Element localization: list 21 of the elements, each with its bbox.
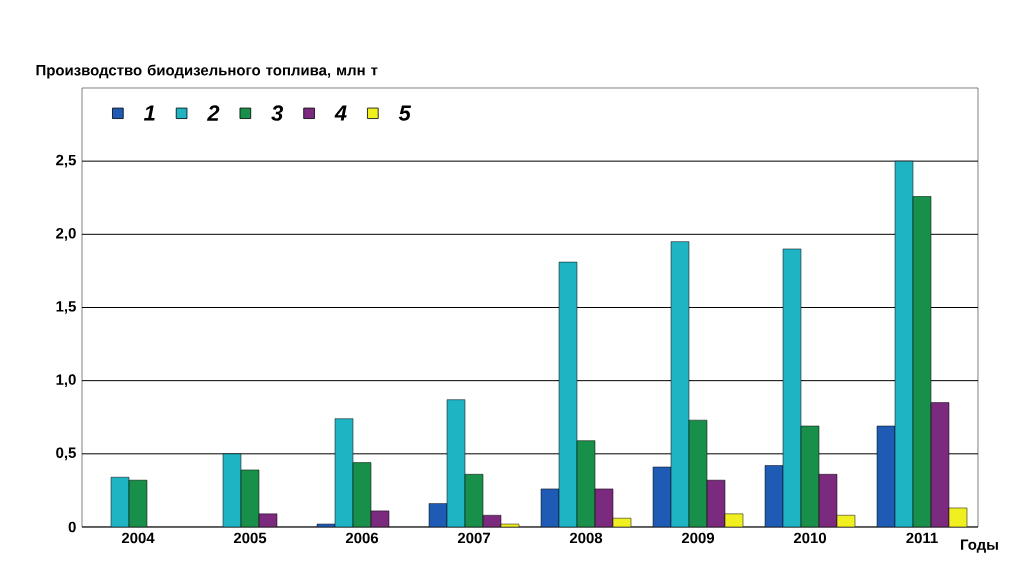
y-tick-label: 1,5 xyxy=(56,301,76,314)
y-tick-label: 2,5 xyxy=(56,154,76,168)
x-tick-label: 2005 xyxy=(233,532,267,544)
legend-label: 5 xyxy=(398,105,412,121)
y-tick-label: 2,0 xyxy=(56,227,76,241)
x-tick-label: 2011 xyxy=(906,532,938,544)
x-tick-label: 2004 xyxy=(121,532,155,544)
x-tick-label: 2010 xyxy=(793,532,826,544)
y-tick-label: 1,0 xyxy=(56,374,76,388)
x-tick-label: 2007 xyxy=(457,532,490,544)
legend-label: 3 xyxy=(271,105,284,121)
y-tick-label: 0 xyxy=(68,521,76,533)
legend-label: 1 xyxy=(144,105,155,121)
y-tick-label: 0,5 xyxy=(56,447,76,461)
y-axis-title: Производство биодизельного топлива, млн т xyxy=(36,64,378,79)
legend-label: 2 xyxy=(207,105,220,121)
x-tick-label: 2009 xyxy=(681,532,715,544)
x-tick-label: 2008 xyxy=(569,532,603,544)
x-tick-label: 2006 xyxy=(345,532,379,544)
legend-label: 4 xyxy=(334,105,347,121)
x-axis-title: Годы xyxy=(961,539,998,553)
